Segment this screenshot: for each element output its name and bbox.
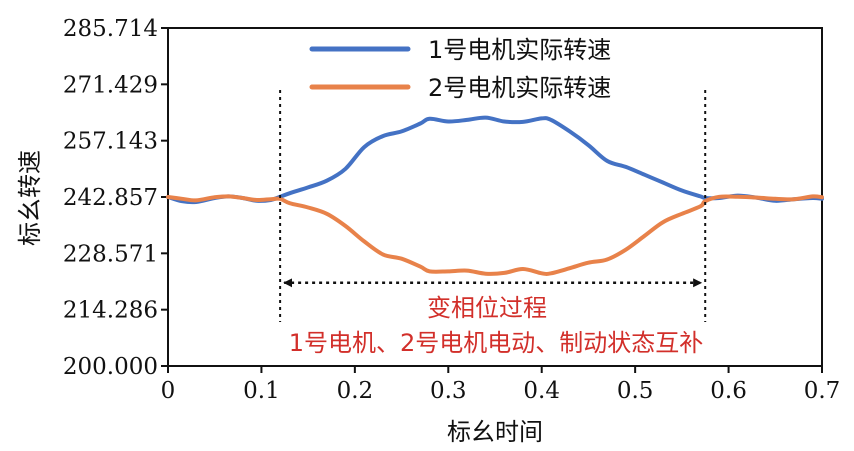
y-tick-label: 200.000 — [63, 354, 158, 380]
y-axis: 200.000 214.286 228.571 242.857 257.143 271.4… — [63, 16, 168, 380]
x-tick-label: 0.2 — [337, 378, 374, 404]
x-tick-label: 0.6 — [710, 378, 747, 404]
y-tick-label: 214.286 — [63, 298, 158, 324]
legend: 1号电机实际转速 2号电机实际转速 — [309, 36, 611, 102]
y-tick-label: 228.571 — [63, 241, 158, 267]
series-line-2 — [166, 194, 824, 276]
y-tick-label: 257.143 — [63, 129, 158, 155]
x-axis: 0 0.1 0.2 0.3 0.4 0.5 0.6 0.7 — [161, 366, 841, 404]
series-layer — [166, 115, 824, 276]
x-tick-label: 0.5 — [617, 378, 654, 404]
x-tick-label: 0.3 — [430, 378, 467, 404]
x-axis-title: 标幺时间 — [447, 418, 543, 446]
legend-label-2: 2号电机实际转速 — [428, 74, 611, 102]
state-complement-label: 1号电机、2号电机电动、制动状态互补 — [289, 329, 704, 357]
x-tick-label: 0.4 — [523, 378, 560, 404]
y-axis-title: 标幺转速 — [16, 150, 44, 246]
phase-change-label: 变相位过程 — [427, 294, 547, 322]
y-tick-label: 285.714 — [63, 16, 158, 42]
x-tick-label: 0.1 — [243, 378, 280, 404]
x-tick-label: 0.7 — [804, 378, 841, 404]
series-line-1 — [166, 115, 824, 205]
annotation-layer — [279, 90, 707, 322]
legend-label-1: 1号电机实际转速 — [428, 36, 611, 64]
x-tick-label: 0 — [161, 378, 176, 404]
y-tick-label: 242.857 — [63, 185, 158, 211]
y-tick-label: 271.429 — [63, 72, 158, 98]
